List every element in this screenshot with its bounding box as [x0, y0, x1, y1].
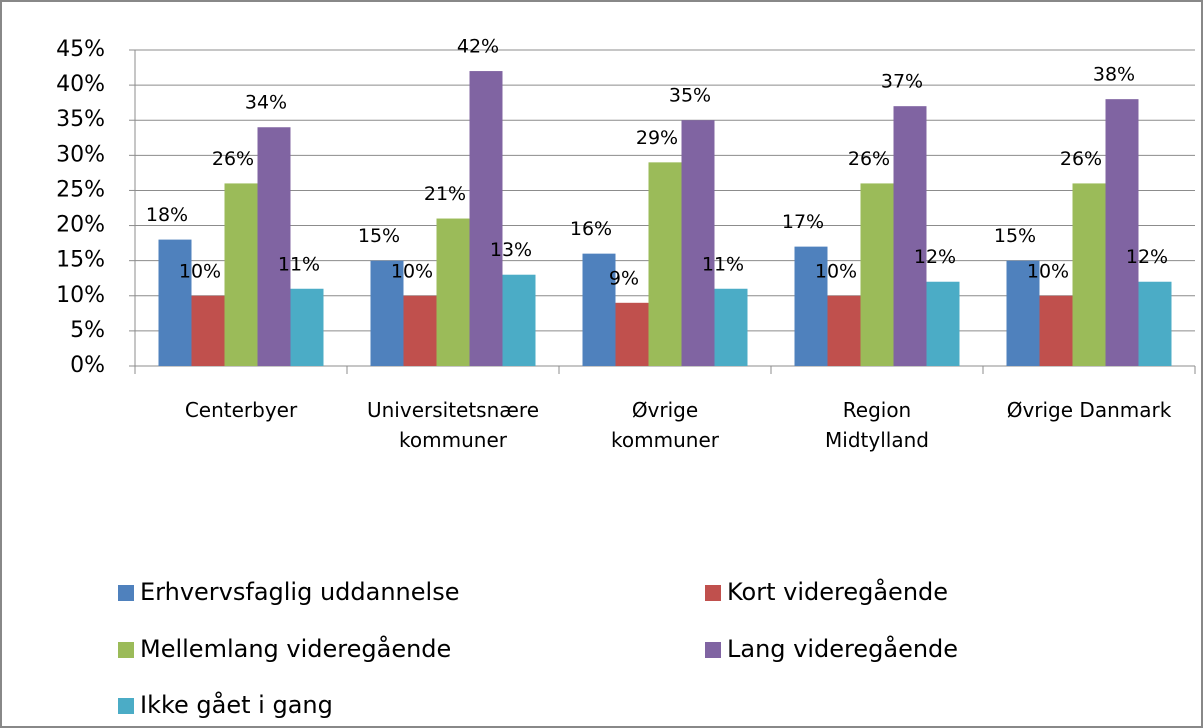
data-label: 21% — [424, 183, 466, 205]
y-tick-label: 10% — [56, 283, 105, 308]
data-label: 26% — [848, 148, 890, 170]
bar — [893, 106, 927, 366]
data-label: 35% — [669, 85, 711, 107]
y-tick-label: 15% — [56, 248, 105, 273]
y-tick-label: 25% — [56, 177, 105, 202]
bar — [191, 295, 225, 366]
bar — [469, 71, 503, 367]
bar — [1105, 99, 1139, 367]
data-label: 38% — [1093, 64, 1135, 86]
bar — [794, 246, 828, 366]
data-label: 26% — [1060, 148, 1102, 170]
y-tick-label: 35% — [56, 107, 105, 132]
data-label: 10% — [815, 260, 857, 282]
y-tick-label: 30% — [56, 142, 105, 167]
bar — [1138, 281, 1172, 366]
legend-label: Erhvervsfaglig uddannelse — [140, 578, 459, 606]
bar — [582, 253, 616, 366]
legend-label: Kort videregående — [727, 577, 948, 606]
bar — [224, 183, 258, 366]
data-label: 10% — [391, 260, 433, 282]
legend-swatch — [118, 642, 134, 658]
bar — [860, 183, 894, 366]
data-label: 12% — [1126, 246, 1168, 268]
data-label: 37% — [881, 71, 923, 93]
x-tick-label: Region Midtylland — [825, 398, 929, 452]
data-label: 9% — [609, 267, 639, 289]
data-label: 42% — [457, 36, 499, 58]
data-label: 34% — [245, 92, 287, 114]
data-label: 13% — [490, 239, 532, 261]
legend-swatch — [705, 585, 721, 601]
bar — [1072, 183, 1106, 366]
bar — [615, 302, 649, 366]
data-label: 15% — [994, 225, 1036, 247]
data-label: 15% — [358, 225, 400, 247]
bar — [1039, 295, 1073, 366]
legend-swatch — [118, 585, 134, 601]
x-tick-label: Centerbyer — [184, 398, 298, 422]
data-label: 10% — [1027, 260, 1069, 282]
data-label: 16% — [570, 218, 612, 240]
legend-label: Ikke gået i gang — [140, 690, 333, 719]
data-label: 18% — [146, 204, 188, 226]
x-tick-label: Universitetsnære kommuner — [366, 398, 540, 452]
y-tick-label: 45% — [56, 37, 105, 62]
data-label: 11% — [278, 253, 320, 275]
bar — [714, 288, 748, 366]
data-label: 11% — [702, 253, 744, 275]
legend-swatch — [705, 642, 721, 658]
bar — [926, 281, 960, 366]
legend-swatch — [118, 698, 134, 714]
y-tick-label: 40% — [56, 72, 105, 97]
bar — [681, 120, 715, 366]
bar — [158, 239, 192, 366]
bar — [257, 127, 291, 366]
data-label: 29% — [636, 127, 678, 149]
bar — [370, 260, 404, 366]
y-tick-label: 5% — [70, 318, 105, 343]
data-label: 10% — [179, 260, 221, 282]
data-label: 17% — [782, 211, 824, 233]
data-label: 26% — [212, 148, 254, 170]
x-tick-label: Øvrige Danmark — [1006, 398, 1172, 422]
bar — [502, 274, 536, 366]
x-tick-label: Øvrige kommuner — [611, 398, 719, 452]
y-tick-label: 0% — [70, 353, 105, 378]
y-tick-label: 20% — [56, 213, 105, 238]
bar — [436, 218, 470, 366]
bar — [648, 162, 682, 366]
bar — [403, 295, 437, 366]
bar — [1006, 260, 1040, 366]
legend-label: Mellemlang videregående — [140, 634, 451, 663]
bar — [290, 288, 324, 366]
bar — [827, 295, 861, 366]
legend-label: Lang videregående — [727, 634, 958, 663]
data-label: 12% — [914, 246, 956, 268]
